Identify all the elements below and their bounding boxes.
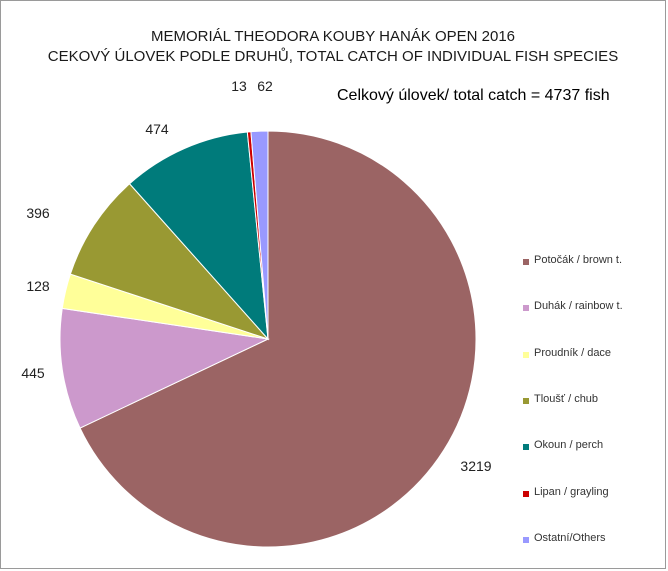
pie-slice-6 <box>250 130 269 340</box>
legend-swatch <box>523 536 529 543</box>
total-catch-annotation: Celkový úlovek/ total catch = 4737 fish <box>337 87 610 104</box>
legend-label: Duhák / rainbow t. <box>534 300 623 313</box>
data-label-0: 3219 <box>460 458 491 474</box>
legend-swatch <box>523 490 529 497</box>
legend-swatch <box>523 259 529 265</box>
pie-slice-0 <box>79 130 477 548</box>
chart-title: MEMORIÁL THEODORA KOUBY HANÁK OPEN 2016 <box>151 28 515 45</box>
legend-swatch <box>523 444 529 451</box>
legend-label: Potočák / brown t. <box>534 254 623 266</box>
pie-slice-1 <box>59 307 270 429</box>
pie-slice-4 <box>128 131 269 341</box>
data-label-4: 474 <box>145 121 169 137</box>
pie-slice-3 <box>69 183 270 341</box>
legend-swatch <box>523 305 529 312</box>
data-label-3: 396 <box>26 205 50 221</box>
legend-label: Lipan / grayling <box>534 485 609 498</box>
legend-label: Okoun / perch <box>534 439 604 452</box>
data-label-6: 62 <box>257 78 273 94</box>
legend-swatch <box>523 397 529 404</box>
data-label-2: 128 <box>26 278 50 294</box>
data-label-5: 13 <box>231 78 247 94</box>
legend-swatch <box>523 351 529 358</box>
legend-label: Ostatní/Others <box>534 531 606 544</box>
legend-label: Tloušť / chub <box>534 392 599 405</box>
chart-subtitle: CEKOVÝ ÚLOVEK PODLE DRUHŮ, TOTAL CATCH O… <box>47 48 619 65</box>
data-label-1: 445 <box>21 365 45 381</box>
legend-label: Proudník / dace <box>534 346 612 359</box>
